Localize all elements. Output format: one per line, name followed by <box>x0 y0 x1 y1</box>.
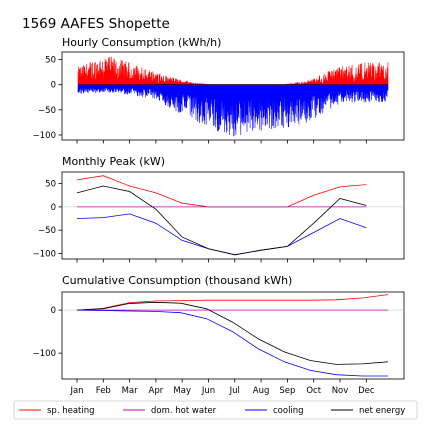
legend: sp. heating dom. hot water cooling net ener… <box>13 400 418 420</box>
chart-panel-3: Cumulative Consumption (thousand kWh) −10… <box>33 274 405 396</box>
panel-title: Monthly Peak (kW) <box>62 155 165 168</box>
y-tick-label: −100 <box>33 349 56 359</box>
x-tick-label: Jun <box>201 386 215 396</box>
axes-frame <box>61 291 405 380</box>
page-title: 1569 AAFES Shopette <box>22 16 170 32</box>
y-tick-label: −50 <box>38 226 56 236</box>
axes-frame <box>61 51 405 141</box>
y-tick-label: −100 <box>33 249 56 259</box>
y-tick-label: 0 <box>51 203 56 213</box>
series-sp-heating <box>76 294 389 311</box>
chart-panels: Hourly Consumption (kWh/h)−100−50050Mont… <box>33 36 405 396</box>
x-tick-label: May <box>173 386 191 396</box>
chart-panel-1: Hourly Consumption (kWh/h) −100 −50 0 50 <box>33 36 405 144</box>
y-tick-label: −50 <box>38 106 56 116</box>
x-tick-label: Jan <box>69 386 83 396</box>
legend-label: net energy <box>359 406 405 416</box>
x-tick-label: Apr <box>149 386 164 396</box>
x-tick-label: Feb <box>96 386 111 396</box>
panel-title: Cumulative Consumption (thousand kWh) <box>62 274 292 287</box>
y-tick-label: 50 <box>45 180 56 190</box>
y-tick-label: −100 <box>33 131 56 141</box>
y-tick-label: 50 <box>45 56 56 66</box>
x-tick-label: Oct <box>306 386 321 396</box>
x-tick-label: Jul <box>229 386 240 396</box>
y-tick-label: 0 <box>51 81 56 91</box>
axes-frame <box>61 171 405 260</box>
legend-label: sp. heating <box>47 406 95 416</box>
series-sp-heating <box>77 56 389 86</box>
series-net-energy <box>76 301 389 365</box>
x-tick-label: Aug <box>253 386 270 396</box>
series-cooling <box>76 309 388 377</box>
x-tick-label: Sep <box>279 386 295 396</box>
x-tick-label: Mar <box>122 386 139 396</box>
x-tick-label: Dec <box>358 386 375 396</box>
legend-label: dom. hot water <box>151 406 217 416</box>
chart-panel-2: Monthly Peak (kW) −100 −50 0 50 <box>33 155 405 263</box>
series-cooling <box>76 213 367 256</box>
panel-title: Hourly Consumption (kWh/h) <box>62 36 221 49</box>
y-tick-label: 0 <box>51 306 56 316</box>
series-net-energy <box>76 185 367 256</box>
series-cooling <box>77 84 389 137</box>
x-tick-label: Nov <box>332 386 349 396</box>
legend-label: cooling <box>273 406 304 416</box>
legend-box <box>13 400 418 420</box>
series-sp-heating <box>76 175 367 208</box>
